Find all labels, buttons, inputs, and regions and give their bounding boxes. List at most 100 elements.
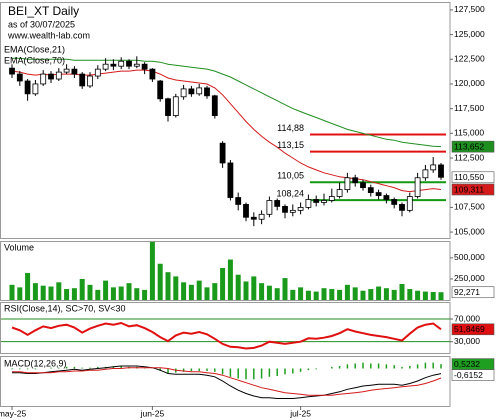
candle-body xyxy=(180,88,187,98)
histogram-bar xyxy=(26,368,29,370)
volume-bar xyxy=(220,267,226,300)
value-box-label: 51,8469 xyxy=(454,324,485,334)
volume-bar xyxy=(344,284,350,300)
x-tick-label: jun-25 xyxy=(140,408,165,418)
histogram-bar xyxy=(198,368,200,371)
histogram-bar xyxy=(362,362,364,369)
candle-body xyxy=(274,200,281,207)
volume-bar xyxy=(9,284,15,300)
histogram-bar xyxy=(307,368,310,371)
panel-frame xyxy=(0,241,451,301)
chart-subtitle: as of 30/07/2025 xyxy=(8,19,75,29)
histogram-bar xyxy=(292,368,294,374)
volume-bar xyxy=(391,289,397,300)
rsi-line xyxy=(11,321,442,350)
volume-bar xyxy=(157,263,163,300)
volume-bar xyxy=(337,289,343,300)
volume-bar xyxy=(212,283,218,300)
candle-body xyxy=(399,204,405,211)
candle-body xyxy=(313,199,320,203)
candle-body xyxy=(48,73,54,80)
panel: MACD(12,26,9) may-25 jun-25 jul-25 xyxy=(0,356,451,418)
volume-bar xyxy=(188,284,194,300)
candle-body xyxy=(79,73,86,87)
histogram-bar xyxy=(315,368,317,370)
candle-body xyxy=(430,164,437,171)
x-tick-label: may-25 xyxy=(0,408,26,418)
volume-bar xyxy=(87,284,93,300)
candle-body xyxy=(438,164,444,178)
volume-bar xyxy=(438,292,444,300)
candle-body xyxy=(266,200,273,215)
value-box xyxy=(451,183,495,196)
histogram-bar xyxy=(73,366,76,369)
candle-body xyxy=(126,60,132,67)
y-tick-label: 112,500 xyxy=(454,152,484,162)
level-label: 113,15 xyxy=(277,140,304,150)
chart-title: MACD(12,26,9) xyxy=(4,358,67,368)
candle-body xyxy=(94,68,101,77)
macd-line xyxy=(12,365,442,399)
value-box xyxy=(451,140,495,153)
histogram-bar xyxy=(58,367,60,369)
ema-line xyxy=(12,57,442,148)
histogram-bar xyxy=(221,368,224,375)
volume-bar xyxy=(235,274,241,300)
y-tick-label: 105,000 xyxy=(454,226,485,236)
plot-area xyxy=(11,362,442,399)
panel-frame xyxy=(0,302,451,354)
value-box-label: 92,271 xyxy=(454,287,480,297)
volume-bar xyxy=(165,272,171,300)
histogram-bar xyxy=(354,363,356,369)
candle-body xyxy=(172,96,179,116)
value-box xyxy=(451,286,495,299)
level-label: 108,24 xyxy=(276,188,304,198)
volume-bar xyxy=(383,288,389,300)
volume-bar xyxy=(266,285,272,300)
candle-body xyxy=(289,209,296,213)
candle-body xyxy=(336,189,343,197)
candle-body xyxy=(188,88,195,95)
histogram-bar xyxy=(237,368,239,379)
histogram-bar xyxy=(268,368,271,377)
y-tick-label: 30,000 xyxy=(454,336,480,346)
legend-entry: EMA(Close,70) xyxy=(4,55,65,65)
histogram-bar xyxy=(276,368,278,376)
histogram-bar xyxy=(65,366,68,369)
volume-bar xyxy=(71,288,77,300)
volume-bar xyxy=(305,290,311,300)
histogram-bar xyxy=(182,368,185,372)
volume-bar xyxy=(243,281,249,300)
value-box-label: 109,311 xyxy=(454,184,484,194)
plot-area xyxy=(9,242,444,300)
volume-bar xyxy=(251,276,257,300)
histogram-bar xyxy=(432,362,434,369)
histogram-bar xyxy=(393,365,395,369)
y-tick-label: 127,500 xyxy=(454,4,485,14)
histogram-bar xyxy=(112,366,115,369)
histogram-bar xyxy=(19,368,21,370)
histogram-bar xyxy=(440,364,442,369)
histogram-bar xyxy=(245,368,247,380)
histogram-bar xyxy=(97,366,99,369)
volume-bar xyxy=(352,287,358,300)
value-box-label: -0,6152 xyxy=(454,370,483,380)
volume-bar xyxy=(64,289,70,300)
volume-bar xyxy=(415,290,421,300)
volume-bar xyxy=(126,283,132,300)
histogram-bar xyxy=(11,368,13,370)
volume-bar xyxy=(181,282,187,300)
candle-body xyxy=(360,182,366,189)
volume-bar xyxy=(173,276,179,300)
candle-body xyxy=(63,68,70,73)
candle-body xyxy=(282,206,288,213)
histogram-bar xyxy=(190,368,193,371)
y-tick-label: 70,000 xyxy=(454,313,480,323)
value-box-label: 113,652 xyxy=(454,141,484,151)
candle-body xyxy=(102,63,109,70)
volume-bar xyxy=(25,273,31,300)
histogram-bar xyxy=(50,367,52,369)
y-tick-label: 500,000 xyxy=(454,252,485,262)
histogram-bar xyxy=(253,368,255,380)
panel-frame xyxy=(0,2,451,239)
